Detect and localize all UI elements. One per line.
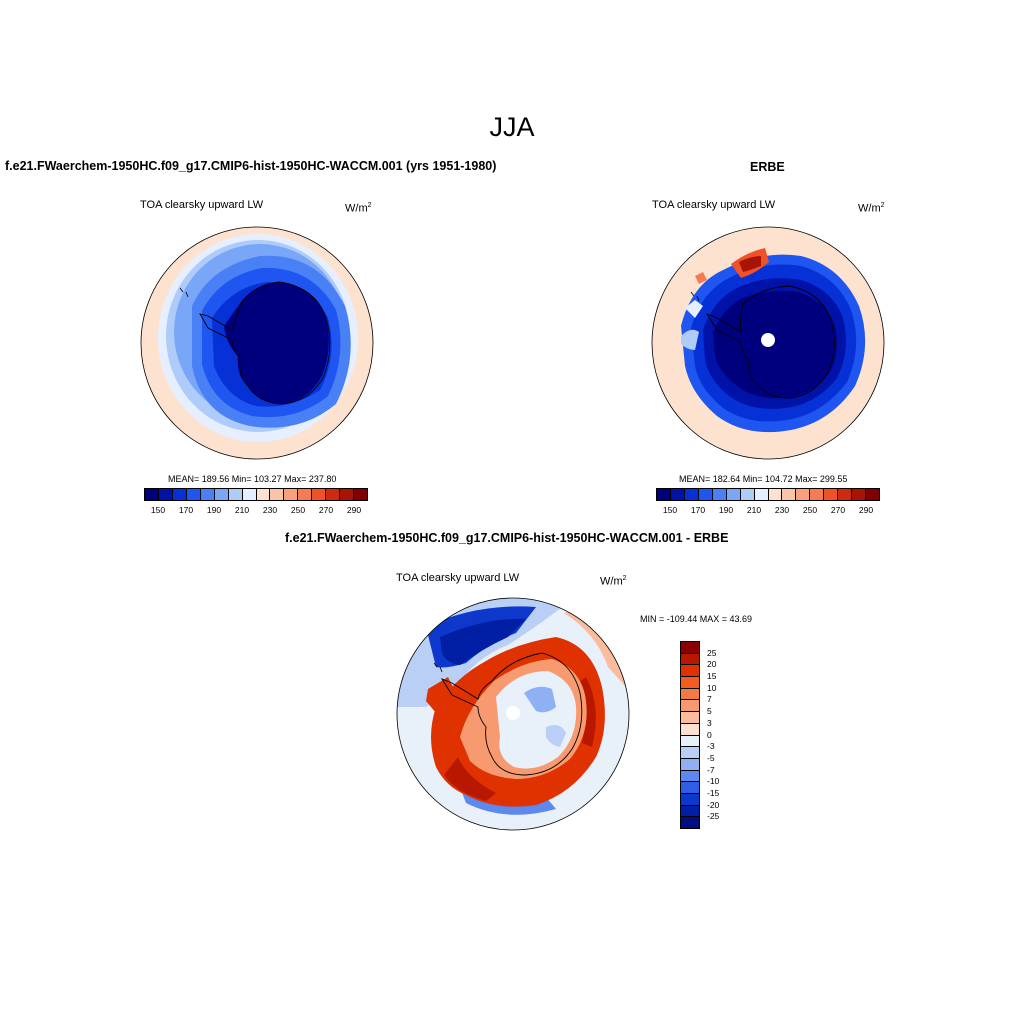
colorbar-swatch	[200, 489, 215, 500]
colorbar-swatch	[326, 489, 341, 500]
antarctica-coastline	[440, 652, 583, 776]
colorbar-tick-label: 15	[707, 671, 717, 682]
colorbar-tick-label: 25	[707, 647, 717, 658]
colorbar-swatch	[838, 489, 853, 500]
pole-gap	[506, 706, 520, 720]
colorbar-swatch	[312, 489, 327, 500]
colorbar-model: 150 170 190 210 230 250 270 290	[144, 488, 368, 517]
antarctica-coastline	[199, 281, 331, 405]
panel-title-erbe: ERBE	[750, 160, 785, 174]
polar-map-erbe	[651, 226, 885, 460]
colorbar-tick-label: -7	[707, 764, 715, 775]
variable-label-model: TOA clearsky upward LW	[140, 199, 264, 211]
units-label-difference: W/m2	[600, 575, 627, 588]
colorbar-swatch	[340, 489, 355, 500]
colorbar-swatch	[158, 489, 173, 500]
colorbar-tick-label: -10	[707, 776, 720, 787]
polar-map-difference	[396, 597, 630, 831]
colorbar-swatch	[145, 489, 159, 500]
colorbar-swatch	[256, 489, 271, 500]
variable-label-erbe: TOA clearsky upward LW	[652, 199, 776, 211]
colorbar-swatch	[726, 489, 741, 500]
colorbar-erbe: 150 170 190 210 230 250 270 290	[656, 488, 880, 517]
polar-map-model	[140, 226, 374, 460]
map-boundary	[651, 226, 885, 460]
colorbar-swatch	[670, 489, 685, 500]
colorbar-tick-label: 20	[707, 659, 717, 670]
colorbar-tick-label: -20	[707, 799, 720, 810]
colorbar-swatch	[754, 489, 769, 500]
colorbar-tick-label: -25	[707, 811, 720, 822]
map-boundary	[396, 597, 630, 831]
colorbar-swatch	[768, 489, 783, 500]
antarctic-interior-field	[224, 282, 329, 404]
pole-gap	[761, 333, 775, 347]
colorbar-swatch	[270, 489, 285, 500]
colorbar-tick-label: 7	[707, 694, 712, 705]
panel-title-model: f.e21.FWaerchem-1950HC.f09_g17.CMIP6-his…	[5, 159, 497, 173]
colorbar-difference: 25 20 15 10 7 5 3 0 -3 -5 -7 -10 -15 -20 -25	[680, 641, 750, 829]
antarctica-coastline	[705, 285, 835, 399]
colorbar-swatch	[284, 489, 299, 500]
units-label-model: W/m2	[345, 202, 372, 215]
colorbar-tick-label: 170	[178, 505, 194, 515]
colorbar-tick-label: 210	[746, 505, 762, 515]
stats-erbe: MEAN= 182.64 Min= 104.72 Max= 299.55	[679, 474, 848, 484]
colorbar-tick-label: 170	[690, 505, 706, 515]
colorbar-swatch	[298, 489, 313, 500]
colorbar-tick-label: 230	[262, 505, 278, 515]
colorbar-tick-label: 290	[858, 505, 874, 515]
colorbar-tick-label: 270	[830, 505, 846, 515]
colorbar-swatch	[354, 489, 367, 500]
colorbar-swatch	[186, 489, 201, 500]
colorbar-tick-label: 5	[707, 706, 712, 717]
colorbar-swatch	[824, 489, 839, 500]
colorbar-swatch	[684, 489, 699, 500]
colorbar-tick-label: -5	[707, 752, 715, 763]
colorbar-swatch	[866, 489, 879, 500]
colorbar-swatch	[698, 489, 713, 500]
colorbar-swatch	[214, 489, 229, 500]
colorbar-tick-label: 190	[718, 505, 734, 515]
colorbar-swatch	[172, 489, 187, 500]
colorbar-swatch	[782, 489, 797, 500]
colorbar-swatch	[852, 489, 867, 500]
map-boundary	[140, 226, 374, 460]
stats-model: MEAN= 189.56 Min= 103.27 Max= 237.80	[168, 474, 337, 484]
colorbar-tick-label: 190	[206, 505, 222, 515]
colorbar-tick-label: 270	[318, 505, 334, 515]
colorbar-tick-label: 0	[707, 729, 712, 740]
colorbar-swatch	[657, 489, 671, 500]
colorbar-tick-label: 10	[707, 682, 717, 693]
colorbar-swatch	[810, 489, 825, 500]
antarctic-interior-field	[713, 290, 837, 399]
colorbar-tick-label: 290	[346, 505, 362, 515]
colorbar-swatch	[796, 489, 811, 500]
colorbar-tick-label: 250	[802, 505, 818, 515]
colorbar-tick-label: 230	[774, 505, 790, 515]
page-title: JJA	[489, 112, 535, 142]
panel-title-difference: f.e21.FWaerchem-1950HC.f09_g17.CMIP6-his…	[285, 531, 729, 545]
stats-difference: MIN = -109.44 MAX = 43.69	[640, 614, 753, 624]
colorbar-tick-label: 150	[662, 505, 678, 515]
colorbar-swatches	[144, 488, 368, 501]
colorbar-tick-label: 3	[707, 717, 712, 728]
colorbar-swatch	[228, 489, 243, 500]
colorbar-swatch	[242, 489, 257, 500]
colorbar-tick-label: 210	[234, 505, 250, 515]
colorbar-swatch	[712, 489, 727, 500]
colorbar-swatch	[740, 489, 755, 500]
units-label-erbe: W/m2	[858, 202, 885, 215]
variable-label-difference: TOA clearsky upward LW	[396, 572, 520, 584]
colorbar-swatch	[680, 816, 700, 829]
colorbar-tick-label: -15	[707, 787, 720, 798]
colorbar-tick-label: 250	[290, 505, 306, 515]
colorbar-tick-label: -3	[707, 741, 715, 752]
colorbar-tick-label: 150	[150, 505, 166, 515]
